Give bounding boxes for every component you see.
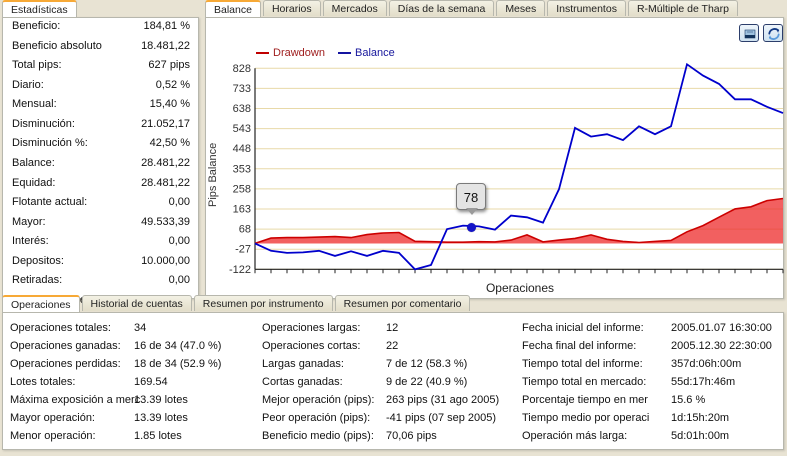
svg-text:353: 353 [233, 163, 251, 175]
svg-text:-122: -122 [229, 264, 251, 276]
svg-text:828: 828 [233, 63, 251, 75]
svg-text:258: 258 [233, 183, 251, 195]
svg-text:733: 733 [233, 83, 251, 95]
svg-text:543: 543 [233, 123, 251, 135]
svg-text:-27: -27 [235, 244, 251, 256]
svg-text:638: 638 [233, 103, 251, 115]
svg-text:448: 448 [233, 143, 251, 155]
svg-text:163: 163 [233, 204, 251, 216]
svg-text:68: 68 [239, 224, 251, 236]
